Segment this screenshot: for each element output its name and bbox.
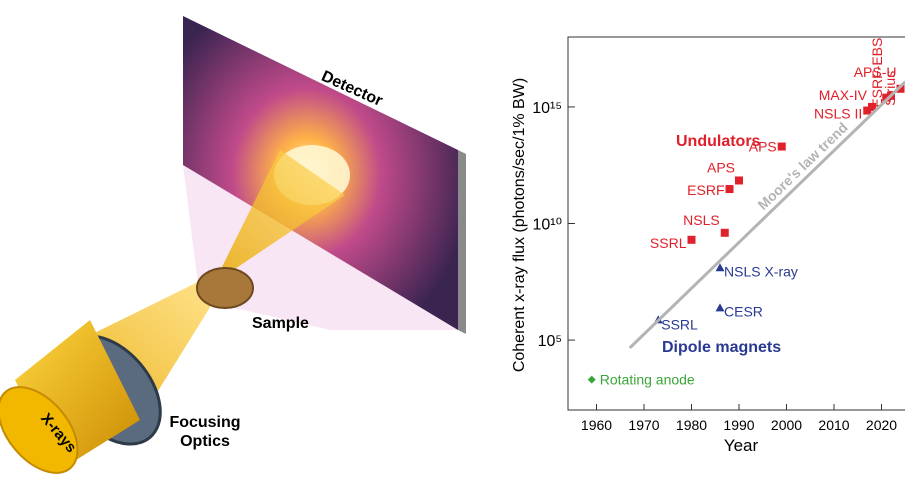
point-label: APS xyxy=(707,159,735,175)
point-label: MAX-IV xyxy=(819,87,868,103)
x-tick-label: 1990 xyxy=(723,417,754,433)
point-label: ESRF xyxy=(687,182,724,198)
x-axis-label: Year xyxy=(724,436,759,455)
figure: Detector Sample Focusing Optics X-rays C… xyxy=(0,0,905,481)
data-point xyxy=(721,229,729,237)
point-label: SSRL xyxy=(650,235,687,251)
x-tick-label: 1980 xyxy=(676,417,707,433)
data-point xyxy=(778,143,786,151)
x-tick-label: 2000 xyxy=(771,417,802,433)
point-label: NSLS II xyxy=(814,106,862,122)
point-label: NSLS X-ray xyxy=(724,263,798,279)
x-tick-label: 2020 xyxy=(866,417,897,433)
data-point xyxy=(726,185,734,193)
x-tick-label: 1970 xyxy=(628,417,659,433)
data-point xyxy=(735,176,743,184)
legend-label: Undulators xyxy=(676,133,761,150)
sample-label: Sample xyxy=(252,315,309,332)
x-tick-label: 1960 xyxy=(581,417,612,433)
data-point xyxy=(688,236,696,244)
point-label: NSLS xyxy=(683,212,720,228)
optics-label: Optics xyxy=(180,433,230,450)
detector-edge xyxy=(458,150,466,334)
x-tick-label: 2010 xyxy=(818,417,849,433)
data-point xyxy=(588,376,596,384)
point-label: APS-U xyxy=(854,64,897,80)
point-label: CESR xyxy=(724,303,763,319)
point-label: SSRL xyxy=(661,316,698,332)
optics-label: Focusing xyxy=(169,414,240,431)
y-tick-label: 10⁵ xyxy=(538,333,562,350)
illustration: Detector Sample Focusing Optics X-rays xyxy=(0,16,466,481)
legend-label: Dipole magnets xyxy=(662,339,781,356)
y-axis-label: Coherent x-ray flux (photons/sec/1% BW) xyxy=(511,78,528,372)
sample xyxy=(197,268,253,308)
legend-label: Rotating anode xyxy=(600,372,695,388)
trend-line xyxy=(630,82,905,348)
legend-label: Moore's law trend xyxy=(754,119,850,213)
y-tick-label: 10¹⁰ xyxy=(532,217,562,234)
y-tick-label: 10¹⁵ xyxy=(532,100,562,117)
